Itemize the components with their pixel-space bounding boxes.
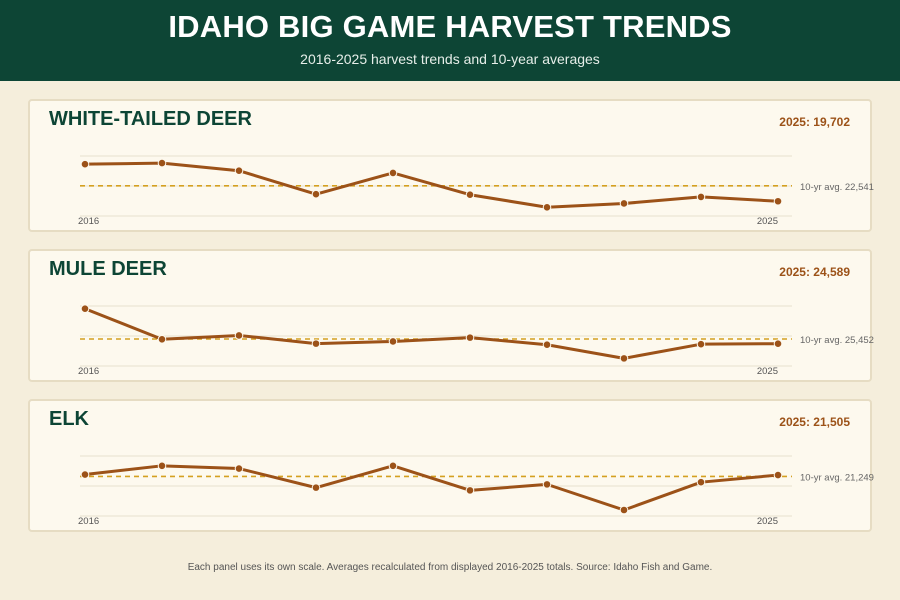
data-point [696, 477, 706, 487]
series-line [83, 161, 780, 209]
data-point [388, 461, 398, 471]
average-label: 10-yr avg. 22,541 [800, 182, 874, 193]
latest-value-label: 2025: 24,589 [779, 265, 850, 279]
panel-title: MULE DEER [49, 258, 167, 280]
data-point [80, 159, 90, 169]
chart-mule-deer: 10-yr avg. 25,452 2016 2025 [78, 304, 874, 377]
data-point [773, 196, 783, 206]
x-tick-label: 2016 [78, 216, 99, 227]
data-point [234, 464, 244, 473]
data-point [619, 354, 629, 363]
x-tick-label: 2025 [757, 366, 778, 377]
data-point [388, 337, 398, 346]
x-tick-label: 2016 [78, 516, 99, 527]
data-point [542, 340, 552, 350]
panel-white-tailed-deer: WHITE-TAILED DEER 2025: 19,702 10-yr avg… [28, 99, 874, 232]
page-title: IDAHO BIG GAME HARVEST TRENDS [168, 9, 732, 44]
data-point [311, 189, 321, 199]
x-tick-label: 2016 [78, 366, 99, 377]
data-point [542, 202, 552, 212]
panel-title: WHITE-TAILED DEER [49, 108, 252, 130]
series-line [83, 307, 780, 360]
footer-note: Each panel uses its own scale. Averages … [187, 562, 713, 573]
data-point [311, 483, 321, 492]
data-point [157, 461, 167, 471]
data-point [465, 486, 475, 495]
data-point [696, 339, 706, 349]
panel-elk: ELK 2025: 21,505 10-yr avg. 21,249 2016 20… [28, 399, 874, 532]
page-header: IDAHO BIG GAME HARVEST TRENDS 2016-2025 … [0, 0, 900, 81]
data-point [773, 470, 783, 480]
data-point [465, 190, 475, 200]
data-point [311, 339, 321, 348]
average-label: 10-yr avg. 21,249 [800, 472, 874, 483]
panel-title: ELK [49, 408, 89, 430]
latest-value-label: 2025: 21,505 [779, 415, 850, 429]
data-point [157, 334, 167, 344]
data-point [773, 339, 783, 348]
chart-elk: 10-yr avg. 21,249 2016 2025 [78, 455, 874, 527]
panel-mule-deer: MULE DEER 2025: 24,589 10-yr avg. 25,452… [28, 249, 874, 382]
data-point [542, 480, 552, 489]
data-point [696, 192, 706, 202]
data-point [234, 166, 244, 176]
data-point [80, 470, 90, 479]
x-tick-label: 2025 [757, 216, 778, 227]
chart-white-tailed-deer: 10-yr avg. 22,541 2016 2025 [78, 155, 874, 227]
data-point [80, 304, 90, 314]
data-point [619, 505, 629, 515]
data-point [234, 331, 244, 340]
data-point [465, 333, 475, 342]
series-line [83, 464, 780, 512]
data-point [619, 199, 629, 208]
x-tick-label: 2025 [757, 516, 778, 527]
latest-value-label: 2025: 19,702 [779, 115, 850, 129]
data-point [157, 158, 167, 168]
data-point [388, 168, 398, 178]
average-label: 10-yr avg. 25,452 [800, 335, 874, 346]
page-subtitle: 2016-2025 harvest trends and 10-year ave… [300, 51, 600, 67]
